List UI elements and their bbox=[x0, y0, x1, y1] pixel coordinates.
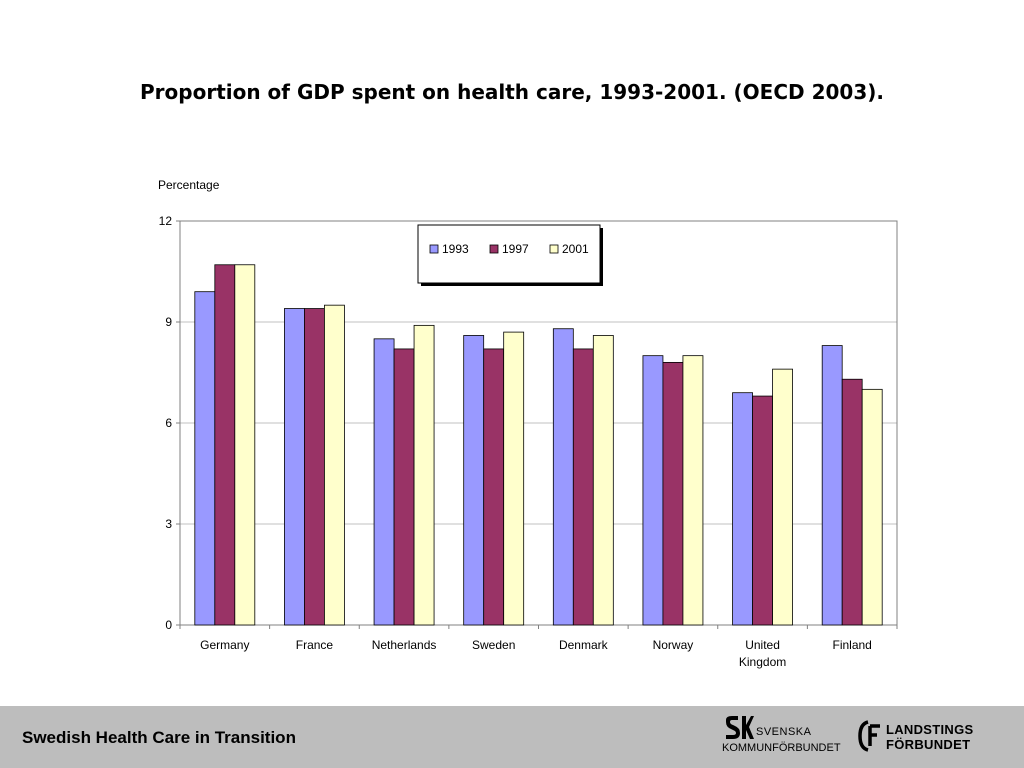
bar-2001 bbox=[503, 331, 525, 626]
x-tick-label: Norway bbox=[653, 638, 694, 652]
legend-label: 2001 bbox=[562, 242, 589, 256]
legend-swatch-2001 bbox=[549, 244, 559, 254]
bar-1993 bbox=[373, 338, 395, 626]
x-axis-ticks: Germany France Netherlands Sweden Denmark Nor… bbox=[179, 625, 898, 669]
footer-bar: Swedish Health Care in Transition SVENSK… bbox=[0, 706, 1024, 768]
bar-chart: Percentage 0 3 6 9 12 Germany France Netherlan… bbox=[158, 178, 898, 669]
bar-2001 bbox=[324, 304, 345, 626]
y-tick-label: 12 bbox=[159, 214, 173, 228]
legend-swatch-1993 bbox=[429, 244, 439, 254]
svenska-kommunforbundet-logo: SVENSKA KOMMUNFÖRBUNDET bbox=[722, 716, 852, 760]
bar-1993 bbox=[284, 308, 305, 626]
y-axis-ticks: 0 3 6 9 12 bbox=[159, 214, 180, 632]
bar-1997 bbox=[572, 348, 594, 626]
x-tick-label: Finland bbox=[833, 638, 872, 652]
bar-1997 bbox=[752, 395, 773, 626]
bar-1997 bbox=[304, 308, 325, 626]
legend-swatch-1997 bbox=[489, 244, 499, 254]
bar-2001 bbox=[413, 324, 435, 626]
bar-2001 bbox=[861, 388, 883, 626]
slide-title: Proportion of GDP spent on health care, … bbox=[140, 80, 884, 104]
bar-1997 bbox=[662, 361, 684, 626]
lf-logo-line-1: LANDSTINGS bbox=[886, 722, 974, 737]
legend-box bbox=[417, 224, 601, 284]
legend-label: 1997 bbox=[502, 242, 529, 256]
bar-1993 bbox=[732, 392, 753, 626]
bar-2001 bbox=[682, 355, 704, 626]
legend: 1993 1997 2001 bbox=[417, 224, 603, 286]
bar-1993 bbox=[552, 328, 574, 626]
bar-2001 bbox=[772, 368, 793, 626]
x-tick-label: Netherlands bbox=[372, 638, 437, 652]
y-tick-label: 3 bbox=[165, 517, 172, 531]
bar-1997 bbox=[393, 348, 415, 626]
legend-label: 1993 bbox=[442, 242, 469, 256]
x-tick-label: Denmark bbox=[559, 638, 609, 652]
sk-logo-name: SVENSKA bbox=[756, 726, 812, 738]
sk-logo-subtitle: KOMMUNFÖRBUNDET bbox=[722, 742, 841, 754]
y-tick-label: 0 bbox=[165, 618, 172, 632]
bar-2001 bbox=[234, 264, 256, 626]
bar-1993 bbox=[642, 355, 664, 626]
x-tick-label: United Kingdom bbox=[739, 638, 786, 669]
bar-1993 bbox=[194, 291, 216, 626]
bar-1997 bbox=[214, 264, 236, 626]
bar-1993 bbox=[463, 335, 485, 626]
bar-1993 bbox=[821, 345, 843, 626]
bar-2001 bbox=[592, 335, 614, 626]
bar-1997 bbox=[483, 348, 505, 626]
y-tick-label: 6 bbox=[165, 416, 172, 430]
sk-logo-icon bbox=[726, 716, 754, 739]
lf-logo-icon bbox=[858, 720, 880, 752]
bars bbox=[194, 264, 883, 626]
landstingsforbundet-logo: LANDSTINGS FÖRBUNDET bbox=[858, 718, 988, 758]
x-tick-label: Sweden bbox=[472, 638, 515, 652]
y-axis-label: Percentage bbox=[158, 178, 220, 192]
x-tick-label: France bbox=[296, 638, 334, 652]
bar-1997 bbox=[841, 378, 863, 626]
lf-logo-line-2: FÖRBUNDET bbox=[886, 737, 971, 752]
x-tick-label: Germany bbox=[200, 638, 249, 652]
footer-title: Swedish Health Care in Transition bbox=[22, 728, 296, 747]
y-tick-label: 9 bbox=[165, 315, 172, 329]
